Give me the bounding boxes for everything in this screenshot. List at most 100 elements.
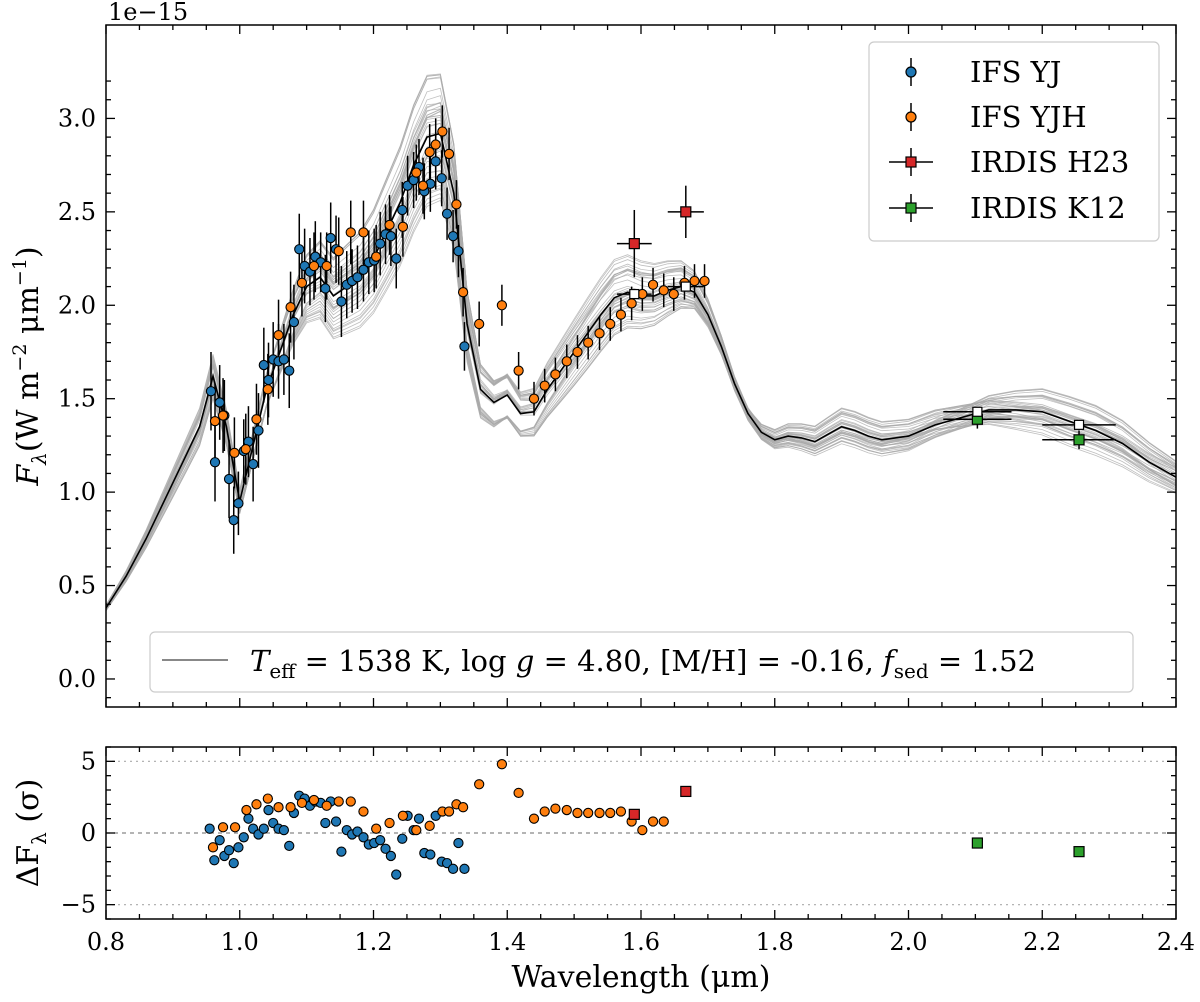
residual-point-ifs-yjh: [229, 822, 241, 833]
data-point-ifs-yjh: [689, 275, 700, 287]
model-photometry-point: [1073, 419, 1085, 430]
residual-point-ifs-yj: [380, 843, 391, 854]
residual-point-ifs-yj: [278, 824, 290, 836]
legend-marker-ifs-yj: [905, 66, 917, 78]
residual-point-ifs-yj: [425, 849, 436, 860]
legend-marker-irdis-k12: [905, 202, 917, 214]
residual-point-ifs-yjh: [345, 796, 356, 807]
residual-point-ifs-yjh: [371, 823, 382, 834]
residual-point-ifs-yjh: [397, 810, 409, 821]
residuals-panel: 0.8 1.0 1.2 1.4 1.6 1.8 2.0 2.2 2.4−505 ΔFλ (σ) …: [11, 746, 1195, 995]
residual-point-ifs-yj: [320, 817, 331, 829]
residual-point-ifs-yjh: [251, 799, 262, 810]
residual-point-ifs-yjh: [594, 807, 605, 819]
model-photometry-point: [972, 406, 983, 417]
residual-point-ifs-yj: [391, 869, 402, 880]
data-point-ifs-yj: [441, 208, 453, 219]
data-point-ifs-yjh: [528, 393, 540, 404]
data-point-ifs-yj: [228, 515, 239, 526]
residual-point-ifs-yjh: [647, 816, 659, 827]
residual-point-ifs-yj: [243, 813, 254, 824]
data-point-ifs-yj: [397, 204, 408, 216]
residual-point-ifs-yjh: [474, 779, 485, 790]
data-point-ifs-yjh: [240, 443, 251, 455]
residual-points: [204, 759, 1085, 880]
x-tick-label: 1.6: [622, 928, 660, 956]
x-tick-label: 1.4: [488, 928, 526, 956]
residual-point-ifs-yj: [214, 835, 225, 846]
y-tick-label: −5: [61, 891, 96, 919]
legend-entry-irdis-k12: IRDIS K12: [889, 191, 1126, 225]
residual-point-ifs-yjh: [411, 824, 422, 836]
residual-point-ifs-yj: [413, 813, 425, 824]
data-point-ifs-yjh: [443, 148, 455, 160]
data-point-ifs-yjh: [384, 219, 395, 231]
model-photometry-point: [629, 288, 640, 300]
data-point-ifs-yjh: [229, 447, 240, 459]
data-point-ifs-yjh: [561, 356, 572, 367]
legend-label-irdis-h23: IRDIS H23: [970, 145, 1129, 179]
residual-point-ifs-yj: [453, 837, 464, 849]
data-point-ifs-yj: [247, 458, 259, 470]
model-parameter-text: Teff = 1538 K, log g = 4.80, [M/H] = -0.…: [250, 644, 1036, 683]
x-axis-label: Wavelength (μm): [512, 960, 771, 995]
residual-point-ifs-yjh: [273, 802, 284, 813]
y-tick-label: 0.0: [58, 665, 96, 693]
data-point-ifs-yj: [358, 264, 369, 275]
residual-point-ifs-yjh: [528, 813, 540, 824]
residual-point-ifs-yjh: [358, 806, 369, 817]
data-point-ifs-yjh: [658, 285, 669, 296]
data-point-ifs-yj: [233, 498, 244, 509]
residual-point-irdis-k12: [1073, 846, 1085, 858]
x-tick-label: 2.0: [889, 928, 927, 956]
data-point-ifs-yj: [459, 341, 470, 352]
y-tick-label: 2.5: [58, 198, 96, 226]
residual-point-ifs-yjh: [308, 794, 320, 806]
model-grid-spectra: [106, 73, 1176, 612]
residual-ticks: 0.8 1.0 1.2 1.4 1.6 1.8 2.0 2.2 2.4 −5 0 5: [61, 746, 1195, 956]
residual-point-ifs-yj: [385, 850, 397, 862]
residual-point-ifs-yjh: [384, 817, 395, 829]
legend-label-ifs-yj: IFS YJ: [970, 55, 1061, 89]
spectrum-data-points: [205, 126, 1085, 526]
data-point-irdis-h23: [680, 206, 692, 218]
residual-point-ifs-yjh: [207, 842, 219, 853]
legend-entry-ifs-yj: IFS YJ: [905, 55, 1061, 89]
residual-point-ifs-yj: [358, 832, 369, 843]
data-point-ifs-yjh: [668, 288, 679, 300]
x-tick-label: 0.8: [87, 928, 125, 956]
data-point-ifs-yj: [253, 425, 264, 436]
legend-marker-irdis-h23: [905, 156, 917, 168]
residuals-y-label: ΔFλ (σ): [11, 779, 51, 888]
y-tick-label: 3.0: [58, 104, 96, 132]
data-point-ifs-yjh: [262, 384, 273, 395]
data-point-ifs-yjh: [474, 318, 485, 330]
data-point-ifs-yj: [430, 156, 441, 167]
residual-point-ifs-yjh: [550, 803, 561, 814]
data-point-ifs-yjh: [217, 410, 229, 421]
residual-point-ifs-yj: [258, 823, 269, 834]
residual-point-ifs-yjh: [615, 806, 627, 817]
spectrum-panel: 0.0 0.5 1.0 1.5 2.0 2.5 3.0 1e−15 Fλ(W m−2 μm−…: [9, 0, 1177, 708]
data-point-ifs-yj: [336, 296, 347, 307]
data-point-ifs-yjh: [437, 126, 448, 137]
spectrum-ticks: 0.0 0.5 1.0 1.5 2.0 2.5 3.0: [58, 25, 1177, 707]
residual-point-irdis-h23: [628, 808, 640, 820]
data-point-ifs-yjh: [647, 279, 659, 290]
data-point-ifs-yj: [205, 386, 217, 397]
data-point-irdis-h23: [628, 238, 640, 250]
residual-point-ifs-yjh: [241, 804, 252, 816]
data-point-ifs-yj: [278, 354, 290, 365]
residual-point-ifs-yjh: [443, 806, 455, 817]
y-tick-label: 0: [81, 819, 96, 847]
x-tick-label: 1.8: [756, 928, 794, 956]
data-point-irdis-k12: [1073, 434, 1085, 446]
data-point-ifs-yjh: [308, 260, 320, 272]
residual-point-ifs-yjh: [333, 796, 344, 807]
residual-point-ifs-yjh: [296, 797, 308, 809]
data-point-ifs-yj: [209, 457, 221, 468]
legend-entry-irdis-h23: IRDIS H23: [889, 145, 1129, 179]
data-point-ifs-yjh: [345, 227, 356, 238]
data-point-ifs-yj: [436, 173, 447, 184]
